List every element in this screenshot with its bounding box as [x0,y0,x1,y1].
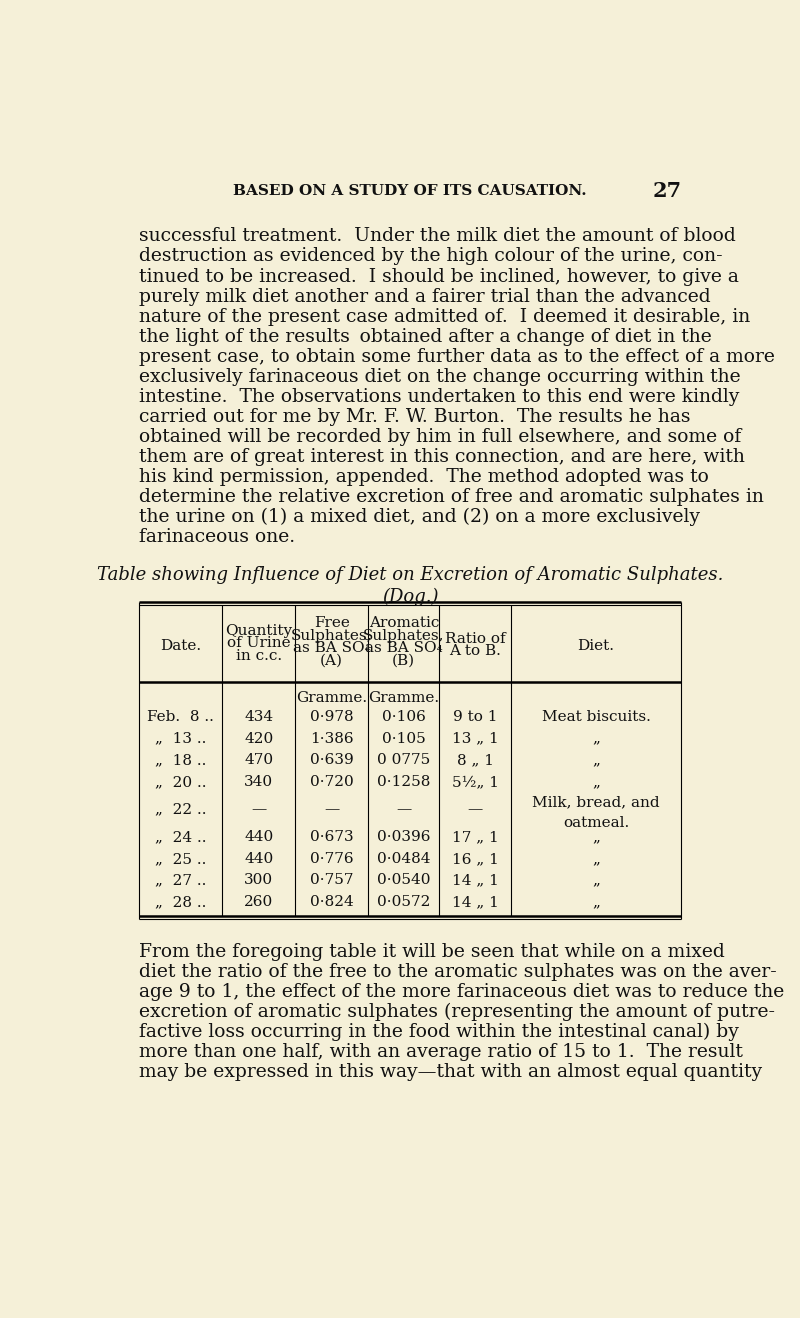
Text: „  20 ..: „ 20 .. [155,775,206,789]
Text: 16 „ 1: 16 „ 1 [452,851,498,866]
Text: the light of the results  obtained after a change of diet in the: the light of the results obtained after … [138,328,711,345]
Text: 9 to 1: 9 to 1 [453,710,498,724]
Text: „: „ [592,895,600,909]
Text: (B): (B) [392,654,415,667]
Text: Aromatic: Aromatic [369,617,439,630]
Text: age 9 to 1, the effect of the more farinaceous diet was to reduce the: age 9 to 1, the effect of the more farin… [138,983,784,1000]
Text: nature of the present case admitted of.  I deemed it desirable, in: nature of the present case admitted of. … [138,307,750,326]
Text: his kind permission, appended.  The method adopted was to: his kind permission, appended. The metho… [138,468,709,486]
Text: —: — [396,803,411,817]
Text: destruction as evidenced by the high colour of the urine, con-: destruction as evidenced by the high col… [138,248,722,265]
Text: „  18 ..: „ 18 .. [155,754,206,767]
Text: the urine on (1) a mixed diet, and (2) on a more exclusively: the urine on (1) a mixed diet, and (2) o… [138,507,700,526]
Text: Quantity: Quantity [226,623,293,638]
Text: purely milk diet another and a fairer trial than the advanced: purely milk diet another and a fairer tr… [138,287,710,306]
Text: excretion of aromatic sulphates (representing the amount of putre-: excretion of aromatic sulphates (represe… [138,1003,774,1021]
Text: Meat biscuits.: Meat biscuits. [542,710,650,724]
Text: „  25 ..: „ 25 .. [155,851,206,866]
Text: more than one half, with an average ratio of 15 to 1.  The result: more than one half, with an average rati… [138,1043,742,1061]
Text: Table showing Influence of Diet on Excretion of Aromatic Sulphates.: Table showing Influence of Diet on Excre… [97,567,723,584]
Text: in c.c.: in c.c. [236,648,282,663]
Text: 0·720: 0·720 [310,775,354,789]
Text: „: „ [592,775,600,789]
Text: Feb.  8 ..: Feb. 8 .. [147,710,214,724]
Text: 0·105: 0·105 [382,731,426,746]
Text: Free: Free [314,617,350,630]
Text: 420: 420 [244,731,274,746]
Text: „: „ [592,731,600,746]
Text: Sulphates,: Sulphates, [363,629,445,643]
Text: Sulphates,: Sulphates, [291,629,373,643]
Text: Date.: Date. [160,639,201,654]
Text: 260: 260 [244,895,274,909]
Text: 340: 340 [244,775,274,789]
Text: 0·106: 0·106 [382,710,426,724]
Text: Milk, bread, and
oatmeal.: Milk, bread, and oatmeal. [532,796,660,830]
Text: 0·0572: 0·0572 [377,895,430,909]
Text: Gramme.: Gramme. [368,691,439,705]
Text: 434: 434 [244,710,274,724]
Text: 0·639: 0·639 [310,754,354,767]
Text: „  24 ..: „ 24 .. [155,830,206,845]
Text: 8 „ 1: 8 „ 1 [457,754,494,767]
Text: determine the relative excretion of free and aromatic sulphates in: determine the relative excretion of free… [138,488,764,506]
Text: 0·978: 0·978 [310,710,354,724]
Text: Diet.: Diet. [578,639,614,654]
Text: 17 „ 1: 17 „ 1 [452,830,498,845]
Text: as BA SO₄: as BA SO₄ [365,641,442,655]
Text: 5½„ 1: 5½„ 1 [451,775,498,789]
Text: „  27 ..: „ 27 .. [155,874,206,887]
Text: 13 „ 1: 13 „ 1 [452,731,498,746]
Text: (A): (A) [320,654,343,667]
Text: exclusively farinaceous diet on the change occurring within the: exclusively farinaceous diet on the chan… [138,368,740,386]
Text: (Dog.): (Dog.) [382,588,438,606]
Text: —: — [324,803,339,817]
Text: „: „ [592,851,600,866]
Text: A to B.: A to B. [449,645,501,658]
Text: 0·776: 0·776 [310,851,354,866]
Text: 0 0775: 0 0775 [377,754,430,767]
Text: 1·386: 1·386 [310,731,354,746]
Text: —: — [251,803,266,817]
Text: 0·824: 0·824 [310,895,354,909]
Text: present case, to obtain some further data as to the effect of a more: present case, to obtain some further dat… [138,348,774,365]
Text: „: „ [592,874,600,887]
Text: intestine.  The observations undertaken to this end were kindly: intestine. The observations undertaken t… [138,387,739,406]
Text: —: — [467,803,482,817]
Text: Gramme.: Gramme. [296,691,367,705]
Text: tinued to be increased.  I should be inclined, however, to give a: tinued to be increased. I should be incl… [138,268,738,286]
Text: obtained will be recorded by him in full elsewhere, and some of: obtained will be recorded by him in full… [138,427,741,445]
Text: „  13 ..: „ 13 .. [155,731,206,746]
Text: may be expressed in this way—that with an almost equal quantity: may be expressed in this way—that with a… [138,1062,762,1081]
Text: 27: 27 [652,181,682,200]
Text: 0·757: 0·757 [310,874,354,887]
Text: 470: 470 [244,754,274,767]
Text: 0·673: 0·673 [310,830,354,845]
Text: successful treatment.  Under the milk diet the amount of blood: successful treatment. Under the milk die… [138,228,735,245]
Text: From the foregoing table it will be seen that while on a mixed: From the foregoing table it will be seen… [138,942,725,961]
Text: 0·0484: 0·0484 [377,851,430,866]
Text: factive loss occurring in the food within the intestinal canal) by: factive loss occurring in the food withi… [138,1023,738,1041]
Text: 440: 440 [244,851,274,866]
Text: 0·0540: 0·0540 [377,874,430,887]
Text: „: „ [592,830,600,845]
Text: 300: 300 [244,874,274,887]
Text: 14 „ 1: 14 „ 1 [452,874,498,887]
Text: 14 „ 1: 14 „ 1 [452,895,498,909]
Text: „  22 ..: „ 22 .. [155,803,206,817]
Text: farinaceous one.: farinaceous one. [138,527,295,546]
Text: Ratio of: Ratio of [445,631,506,646]
Text: as BA SO₄: as BA SO₄ [293,641,370,655]
Text: BASED ON A STUDY OF ITS CAUSATION.: BASED ON A STUDY OF ITS CAUSATION. [233,183,587,198]
Text: carried out for me by Mr. F. W. Burton.  The results he has: carried out for me by Mr. F. W. Burton. … [138,407,690,426]
Text: „  28 ..: „ 28 .. [155,895,206,909]
Text: of Urine: of Urine [227,637,290,650]
Text: 0·1258: 0·1258 [377,775,430,789]
Text: 440: 440 [244,830,274,845]
Text: diet the ratio of the free to the aromatic sulphates was on the aver-: diet the ratio of the free to the aromat… [138,963,777,981]
Text: 0·0396: 0·0396 [377,830,430,845]
Text: them are of great interest in this connection, and are here, with: them are of great interest in this conne… [138,448,745,465]
Text: „: „ [592,754,600,767]
